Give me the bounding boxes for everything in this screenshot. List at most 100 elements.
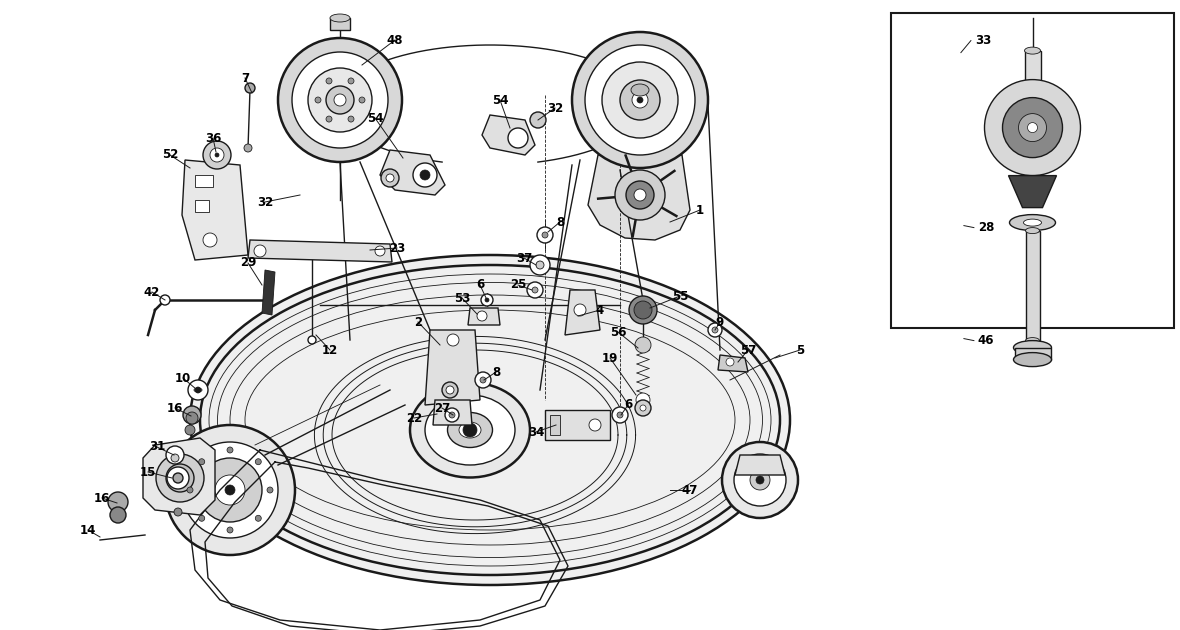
Text: 53: 53 <box>454 292 470 304</box>
Text: 31: 31 <box>149 440 165 454</box>
Circle shape <box>166 446 184 464</box>
Circle shape <box>634 189 645 201</box>
Circle shape <box>171 454 179 462</box>
Circle shape <box>195 387 201 393</box>
Text: 15: 15 <box>139 466 156 479</box>
Circle shape <box>168 467 189 489</box>
Polygon shape <box>468 308 500 325</box>
Circle shape <box>175 473 185 483</box>
Text: 36: 36 <box>205 132 221 144</box>
Circle shape <box>635 337 651 353</box>
Circle shape <box>267 487 273 493</box>
Circle shape <box>210 148 224 162</box>
Ellipse shape <box>330 14 350 22</box>
Circle shape <box>386 174 394 182</box>
Text: 4: 4 <box>596 304 604 316</box>
Circle shape <box>186 487 194 493</box>
Polygon shape <box>425 330 480 405</box>
Circle shape <box>182 442 278 538</box>
Circle shape <box>750 470 771 490</box>
Circle shape <box>1028 123 1037 132</box>
Circle shape <box>326 78 332 84</box>
Circle shape <box>255 459 261 465</box>
Polygon shape <box>565 290 599 335</box>
Text: 52: 52 <box>162 149 178 161</box>
Circle shape <box>722 442 798 518</box>
Circle shape <box>1003 98 1062 158</box>
Polygon shape <box>262 270 275 315</box>
Circle shape <box>481 294 493 306</box>
Polygon shape <box>182 160 248 260</box>
Circle shape <box>203 141 231 169</box>
Bar <box>1024 50 1041 86</box>
Circle shape <box>165 425 295 555</box>
Circle shape <box>573 304 586 316</box>
Text: 29: 29 <box>240 256 256 270</box>
Ellipse shape <box>1014 353 1051 367</box>
Polygon shape <box>433 400 472 425</box>
Circle shape <box>450 412 455 418</box>
Ellipse shape <box>459 422 481 438</box>
Circle shape <box>627 181 654 209</box>
Circle shape <box>629 296 657 324</box>
Circle shape <box>173 508 182 516</box>
Circle shape <box>585 45 695 155</box>
Circle shape <box>447 334 459 346</box>
Circle shape <box>634 301 653 319</box>
Circle shape <box>278 38 402 162</box>
Text: 23: 23 <box>389 241 405 255</box>
Text: 34: 34 <box>527 425 544 438</box>
Bar <box>195 175 214 187</box>
Circle shape <box>620 80 660 120</box>
Circle shape <box>348 116 354 122</box>
Text: 28: 28 <box>978 221 994 234</box>
Circle shape <box>198 458 262 522</box>
Circle shape <box>572 32 708 168</box>
Circle shape <box>532 287 538 293</box>
Bar <box>1015 348 1050 360</box>
Circle shape <box>602 62 678 138</box>
Circle shape <box>537 227 553 243</box>
Circle shape <box>632 92 648 108</box>
Bar <box>195 200 209 212</box>
Circle shape <box>244 144 253 152</box>
Text: 42: 42 <box>144 285 160 299</box>
Circle shape <box>527 282 543 298</box>
Ellipse shape <box>447 413 492 447</box>
Ellipse shape <box>631 84 649 96</box>
Bar <box>330 18 350 30</box>
Text: 8: 8 <box>556 215 564 229</box>
Ellipse shape <box>1025 338 1040 343</box>
Circle shape <box>308 68 372 132</box>
Polygon shape <box>248 240 392 262</box>
Circle shape <box>255 515 261 521</box>
Text: 54: 54 <box>367 112 384 125</box>
Circle shape <box>308 336 316 344</box>
Ellipse shape <box>194 388 202 392</box>
Bar <box>545 410 610 440</box>
Text: 32: 32 <box>257 195 273 209</box>
Text: 25: 25 <box>510 278 526 292</box>
Circle shape <box>186 412 198 424</box>
Circle shape <box>589 419 601 431</box>
Circle shape <box>203 233 217 247</box>
Polygon shape <box>588 155 690 240</box>
Ellipse shape <box>1024 47 1041 54</box>
Text: 8: 8 <box>492 365 500 379</box>
Circle shape <box>420 170 430 180</box>
Circle shape <box>480 377 486 383</box>
Polygon shape <box>143 438 215 515</box>
Polygon shape <box>1009 176 1056 208</box>
Circle shape <box>110 507 126 523</box>
Text: 57: 57 <box>740 343 756 357</box>
Circle shape <box>326 86 354 114</box>
Text: 27: 27 <box>434 401 450 415</box>
Text: 55: 55 <box>671 290 688 302</box>
Circle shape <box>227 527 232 533</box>
Polygon shape <box>735 455 785 475</box>
Circle shape <box>734 454 786 506</box>
Polygon shape <box>717 355 748 372</box>
Circle shape <box>245 83 255 93</box>
Circle shape <box>640 405 645 411</box>
Circle shape <box>183 406 201 424</box>
